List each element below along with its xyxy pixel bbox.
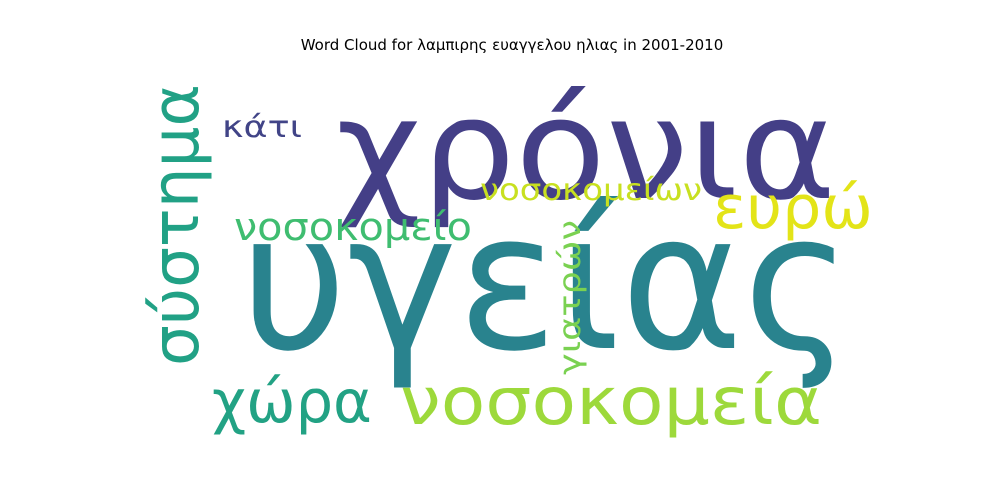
word-cloud-word: γιατρών bbox=[553, 220, 588, 375]
word-cloud-word: κάτι bbox=[222, 110, 302, 145]
chart-title: Word Cloud for λαμπιρης ευαγγελου ηλιας … bbox=[300, 36, 724, 54]
word-cloud-word: ευρώ bbox=[713, 173, 873, 243]
word-cloud-word: νοσοκομείων bbox=[480, 173, 702, 208]
word-cloud-word: χώρα bbox=[212, 367, 372, 437]
word-cloud-word: υγείας bbox=[240, 172, 852, 393]
word-cloud-word: χρόνια bbox=[336, 69, 836, 232]
word-cloud-word: νοσοκομεία bbox=[400, 363, 822, 440]
word-cloud-word: σύστημα bbox=[137, 84, 214, 366]
word-cloud-word: νοσοκομείο bbox=[234, 205, 472, 249]
